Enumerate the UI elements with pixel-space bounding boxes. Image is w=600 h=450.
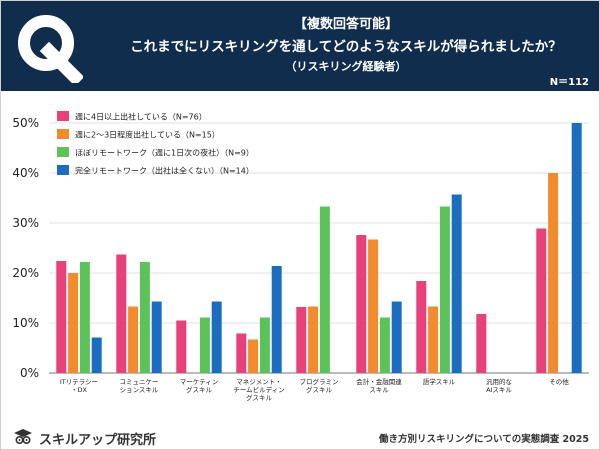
category-label: コミュニケー [120,378,159,386]
question-title: これまでにリスキリングを通してどのようなスキルが得られましたか？ [130,39,562,55]
q-logo-icon [18,15,83,83]
category-label: 汎用的な [486,377,513,386]
y-tick-label: 0% [20,366,39,380]
bar [271,266,282,373]
bar [356,235,367,373]
brand-name: スキルアップ研究所 [39,433,157,448]
bar [571,123,582,373]
question-tag: 【複数回答可能】 [293,17,398,32]
category-label: プログラミン [300,377,339,386]
bar [416,281,427,373]
sample-size: N＝112 [549,77,589,88]
bar [68,273,79,373]
bar [379,317,390,373]
bar [139,262,150,373]
legend-label: 完全リモートワーク（出社は全くない）（N=14） [75,166,254,176]
category-label: ションスキル [120,386,159,394]
category-label: ITリテラシー [60,378,98,386]
header-banner: 【複数回答可能】 これまでにリスキリングを通してどのようなスキルが得られましたか… [1,1,599,91]
legend-swatch [57,129,69,139]
bar [536,228,547,373]
bar [199,317,210,373]
bar [259,317,270,373]
category-label: マーケティン [180,378,218,386]
bar [91,337,102,373]
bar [391,301,402,373]
survey-source: 働き方別リスキリングについての実態調査 2025 [379,434,589,445]
legend: 週に4日以上出社している（N=76） 週に2～3日程度出社している（N=15） ほぼ… [57,111,254,176]
bars [56,123,582,373]
bar [319,206,330,373]
category-label: スキル [369,386,389,394]
bar [308,306,319,373]
x-axis-categories: ITリテラシー・DXコミュニケーションスキルマーケティングスキルマネジメント・チ… [60,377,569,402]
bar [128,306,139,373]
bar [211,301,222,373]
category-label: グスキル [306,385,333,394]
graduation-cap-owl-icon [14,429,32,445]
legend-label: 週に2～3日程度出社している（N=15） [75,130,220,140]
bar [451,194,462,373]
y-tick-label: 20% [12,266,39,280]
bar [56,261,67,373]
bar [151,301,162,373]
y-tick-label: 40% [12,166,39,180]
bar [368,239,379,373]
category-label: AIスキル [486,386,512,394]
category-label: グスキル [186,385,213,394]
y-tick-label: 10% [12,316,39,330]
legend-swatch [57,165,69,175]
legend-swatch [57,147,69,157]
legend-swatch [57,111,69,121]
bar [176,320,187,373]
bar [116,254,127,373]
legend-label: 週に4日以上出社している（N=76） [75,112,207,122]
bar [236,333,247,373]
category-label: ・DX [71,386,88,394]
legend-label: ほぼリモートワーク（週に1日次の夜社）（N=9） [75,148,254,158]
category-label: チームビルディン [233,385,284,394]
y-axis-ticks: 0% 10% 20% 30% 40% 50% [12,116,39,380]
category-label: グスキル [246,393,273,402]
bar [79,262,90,373]
bar [296,307,307,373]
bar [428,306,439,373]
category-label: その他 [549,377,569,386]
bar [476,314,487,373]
y-tick-label: 50% [12,116,39,130]
y-tick-label: 30% [12,216,39,230]
category-label: マネジメント・ [236,378,282,386]
category-label: 会計・金融関連 [356,377,402,386]
bar [439,206,450,373]
bar [248,339,259,373]
gridlines [49,122,589,374]
bar [548,173,559,373]
category-label: 語学スキル [423,377,456,386]
question-subtitle: （リスキリング経験者） [285,60,407,73]
bar-chart: 0% 10% 20% 30% 40% 50% ITリテラシー・DX コミュニケーションスキル… [12,111,589,402]
